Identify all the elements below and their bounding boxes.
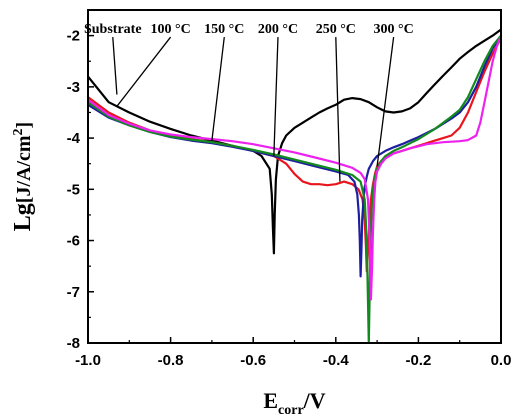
y-tick-label: -5 [67, 181, 80, 198]
x-title-main: E [263, 388, 278, 413]
y-title-sup: 2 [11, 128, 26, 135]
x-title-rest: /V [303, 388, 326, 413]
x-tick-label: -0.8 [158, 352, 184, 369]
y-title-main: Lg [10, 203, 36, 231]
annotation-label: Substrate [84, 22, 142, 37]
y-tick-label: -7 [67, 284, 80, 301]
plot-frame [87, 9, 502, 344]
series-line-2 [87, 37, 502, 273]
annotation-label: 300 °C [374, 22, 414, 37]
annotation-pointer [273, 37, 279, 157]
annotation-pointer [335, 37, 341, 182]
y-axis-title: Lg[J/A/cm2] [10, 122, 36, 231]
y-title-rest: [J/A/cm [13, 135, 35, 203]
x-tick-label: -0.6 [240, 352, 266, 369]
annotation-pointer [376, 36, 395, 167]
x-axis-title: Ecorr/V [263, 388, 325, 418]
annotation-pointer [211, 36, 225, 141]
annotation-label: 250 °C [316, 22, 356, 37]
x-tick-label: -1.0 [75, 352, 101, 369]
series-line-4 [87, 34, 502, 345]
y-tick-label: -3 [67, 79, 80, 96]
x-tick-label: -0.4 [323, 352, 350, 369]
series-line-5 [87, 35, 503, 301]
annotation-label: 200 °C [258, 22, 298, 37]
y-tick-label: -2 [67, 28, 80, 45]
y-tick-label: -8 [67, 335, 80, 352]
annotation-pointer [112, 37, 118, 95]
annotation-pointers [112, 36, 395, 182]
annotations: Substrate 100 °C 150 °C 200 °C 250 °C 300 °C [84, 22, 414, 37]
y-title-end: ] [13, 122, 35, 129]
x-tick-label: -0.2 [405, 352, 431, 369]
y-tick-label: -6 [67, 233, 80, 250]
series-line-3 [87, 35, 502, 278]
annotation-pointer [116, 36, 172, 107]
series-layer [87, 28, 503, 345]
y-tick-label: -4 [67, 130, 81, 147]
x-title-sub: corr [278, 403, 304, 418]
annotation-label: 100 °C [150, 22, 190, 37]
axis-ticks: -1.0 -0.8 -0.6 -0.4 -0.2 0.0 -8 -7 -6 -5 -4 -3 -2 [67, 28, 512, 369]
annotation-label: 150 °C [204, 22, 244, 37]
x-tick-label: 0.0 [491, 352, 512, 369]
